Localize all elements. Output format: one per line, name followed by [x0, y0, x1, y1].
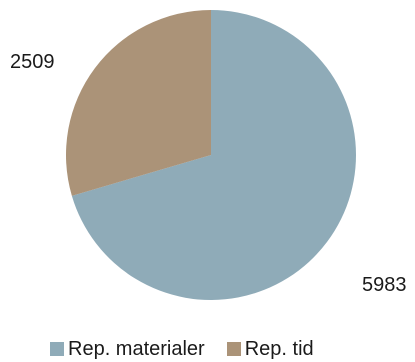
legend-item-rep-materialer: Rep. materialer [50, 338, 205, 361]
legend-label-rep-tid: Rep. tid [244, 337, 314, 360]
legend-label-rep-materialer: Rep. materialer [68, 337, 205, 360]
pie-slice-rep-tid [65, 9, 211, 196]
pie-slices [65, 9, 356, 300]
data-label-rep-materialer: 5983 [362, 274, 407, 296]
data-label-rep-tid: 2509 [10, 51, 55, 73]
legend-item-rep-tid: Rep. tid [226, 337, 314, 361]
legend-swatch-rep-tid [226, 342, 241, 356]
legend-swatch-rep-materialer [50, 342, 64, 356]
chart-legend: Rep. materialer Rep. tid [50, 336, 314, 362]
pie-slice-rep-materialer [71, 10, 356, 300]
